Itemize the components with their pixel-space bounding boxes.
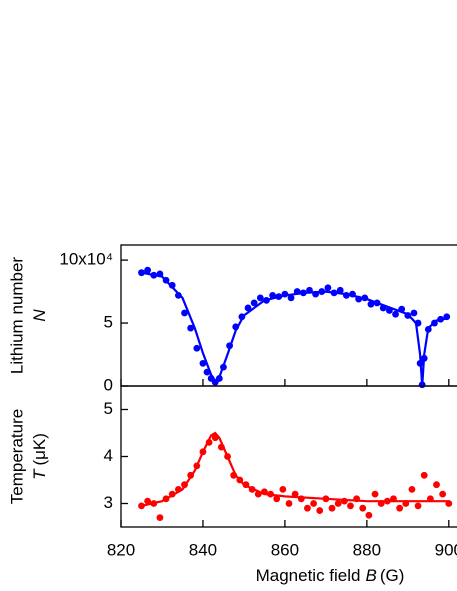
unit: (G) [380, 566, 405, 585]
data-point [287, 294, 295, 302]
data-point [199, 359, 207, 367]
x-tick-label: 820 [107, 540, 135, 559]
symbol: N [30, 309, 49, 322]
symbol: T [30, 468, 49, 480]
data-point [420, 471, 428, 479]
data-point [310, 500, 317, 507]
data-point [193, 344, 201, 352]
data-point [174, 291, 182, 299]
data-point [396, 504, 404, 512]
x-tick-label: 880 [353, 540, 381, 559]
data-point [181, 309, 188, 317]
y-tick-label: 3 [104, 493, 113, 512]
data-point [336, 286, 344, 294]
data-point [144, 266, 152, 274]
x-tick-label: 900 [435, 540, 457, 559]
data-point [410, 309, 418, 317]
fit-line [141, 431, 449, 507]
fit-line [141, 271, 450, 387]
data-point [244, 304, 252, 312]
data-point [328, 504, 336, 512]
label-text: Magnetic field [256, 566, 361, 585]
symbol: B [366, 566, 377, 585]
data-point [187, 324, 195, 332]
data-point [439, 490, 447, 498]
data-point [250, 299, 258, 307]
x-tick-label: 840 [189, 540, 217, 559]
data-point [138, 269, 145, 277]
y-axis-label: Temperature [7, 409, 26, 504]
data-point [138, 502, 145, 510]
data-point [316, 507, 324, 514]
data-point [304, 504, 311, 512]
data-point [365, 511, 373, 519]
data-point [144, 497, 152, 505]
unit: (μK) [30, 433, 49, 465]
data-point [334, 500, 342, 507]
data-point [347, 502, 354, 510]
data-point [392, 310, 399, 318]
y-tick-label: 10x10⁴ [59, 250, 113, 269]
x-tick-label: 860 [271, 540, 299, 559]
data-point [414, 502, 422, 510]
data-point [359, 504, 367, 512]
y-tick-label: 5 [104, 399, 113, 418]
data-point [273, 495, 281, 503]
data-point [156, 514, 164, 521]
data-point [279, 486, 287, 493]
data-point [367, 300, 375, 308]
y-tick-label: 4 [104, 446, 113, 465]
y-tick-label: 0 [104, 375, 113, 394]
data-point [324, 284, 332, 292]
x-axis-label: Magnetic field B (G) [256, 566, 405, 585]
data-point [285, 500, 293, 507]
data-point [408, 486, 416, 493]
data-point [433, 481, 440, 489]
y-axis-symbol: N [30, 309, 49, 322]
data-point [256, 294, 264, 302]
data-point [168, 281, 176, 289]
data-point [371, 490, 379, 498]
y-axis-symbol: T (μK) [30, 433, 49, 480]
y-axis-label: Lithium number [7, 257, 26, 375]
y-tick-label: 5 [104, 313, 113, 332]
